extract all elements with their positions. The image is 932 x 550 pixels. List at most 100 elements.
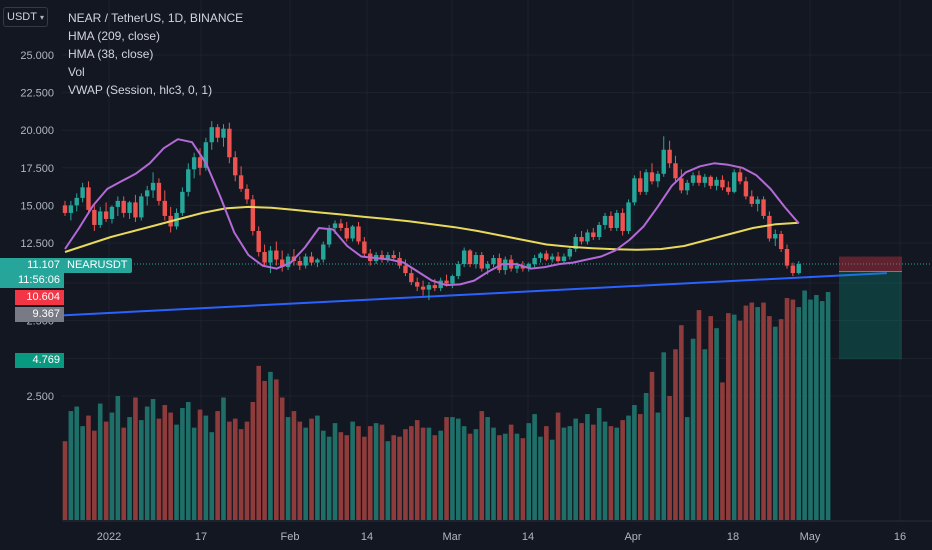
- volume-bar: [520, 438, 526, 520]
- candle-body: [573, 236, 578, 250]
- volume-bar: [174, 424, 179, 520]
- candle-body: [362, 241, 367, 254]
- volume-bar: [690, 338, 696, 520]
- volume-bar: [238, 429, 244, 520]
- volume-bar: [420, 427, 426, 520]
- candle-body: [262, 252, 267, 263]
- volume-bar: [385, 441, 391, 520]
- volume-bar: [778, 319, 784, 520]
- candle-body: [191, 157, 197, 170]
- volume-bar: [708, 316, 713, 520]
- candle-body: [555, 256, 561, 262]
- volume-bar: [168, 412, 173, 520]
- legend: NEAR / TetherUS, 1D, BINANCE HMA (209, c…: [68, 9, 243, 99]
- volume-bar: [68, 411, 74, 520]
- indicator-vwap[interactable]: VWAP (Session, hlc3, 0, 1): [68, 83, 213, 97]
- candle-body: [778, 233, 784, 250]
- volume-bar: [379, 424, 385, 520]
- currency-selector[interactable]: USDT ▾: [3, 7, 48, 27]
- volume-bar: [262, 380, 267, 520]
- volume-bar: [825, 292, 831, 520]
- volume-bar: [144, 406, 150, 520]
- indicator-hma-long[interactable]: HMA (209, close): [68, 29, 161, 43]
- chevron-down-icon: ▾: [39, 12, 44, 22]
- candle-body: [209, 127, 214, 143]
- candle-body: [690, 175, 696, 183]
- volume-bar: [755, 307, 760, 520]
- time-tick-label: May: [800, 531, 821, 543]
- volume-bar: [602, 421, 608, 520]
- candle-body: [203, 142, 209, 168]
- volume-bar: [127, 417, 132, 520]
- hma-short-path: [64, 138, 800, 287]
- hma-long-path: [64, 205, 799, 253]
- volume-bar: [555, 412, 561, 520]
- volume-bar: [772, 326, 778, 520]
- volume-bar: [332, 423, 338, 520]
- volume-bar: [92, 430, 97, 520]
- candle-body: [485, 264, 490, 269]
- time-tick-label: 14: [361, 531, 373, 543]
- volume-bar: [561, 427, 567, 520]
- volume-bar: [215, 411, 220, 520]
- candle-body: [497, 258, 502, 271]
- candle-body: [121, 200, 126, 213]
- candle-body: [561, 256, 567, 262]
- volume-bar: [455, 418, 461, 520]
- candle-body: [514, 265, 520, 269]
- volume-bar: [303, 427, 308, 520]
- volume-bar: [397, 436, 402, 520]
- volume-bar: [121, 427, 126, 520]
- volume-bar: [667, 396, 672, 520]
- candle-body: [156, 182, 162, 201]
- candle-body: [379, 255, 385, 260]
- volume-bar: [461, 426, 467, 520]
- volume-bar: [538, 436, 543, 520]
- candle-body: [632, 178, 637, 203]
- candle-body: [538, 253, 543, 259]
- volume-bar: [403, 429, 408, 520]
- volume-bar: [426, 427, 432, 520]
- volume-bar: [726, 313, 731, 520]
- volume-bar: [232, 418, 238, 520]
- volume-bar: [203, 415, 209, 520]
- candle-body: [638, 178, 643, 192]
- volume-bar: [819, 301, 825, 520]
- volume-bar: [714, 328, 719, 520]
- candle-body: [403, 265, 408, 274]
- candle-body: [737, 172, 743, 182]
- candle-body: [473, 255, 479, 265]
- current-price-tag: 11.107: [0, 258, 64, 273]
- volume-bar: [338, 432, 344, 520]
- candle-body: [608, 215, 614, 228]
- volume-bar: [133, 397, 138, 520]
- volume-bar: [209, 432, 215, 520]
- volume-bar: [150, 399, 156, 520]
- candle-body: [385, 255, 391, 260]
- candle-body: [279, 259, 285, 268]
- candle-body: [139, 196, 144, 218]
- indicator-hma-short[interactable]: HMA (38, close): [68, 47, 154, 61]
- volume-bar: [109, 412, 115, 520]
- volume-bar: [814, 295, 819, 520]
- volume-bar: [637, 414, 643, 520]
- volume-bars: [62, 290, 831, 520]
- candle-body: [338, 223, 344, 228]
- volume-bar: [414, 420, 420, 520]
- volume-bar: [632, 405, 637, 520]
- hma-short-line: [64, 138, 800, 287]
- candle-body: [720, 179, 725, 188]
- volume-bar: [320, 430, 326, 520]
- volume-bar: [743, 305, 749, 520]
- candle-body: [614, 212, 619, 228]
- candle-body: [344, 227, 349, 239]
- indicator-volume[interactable]: Vol: [68, 65, 85, 79]
- candle-body: [784, 249, 790, 266]
- price-tick-label: 25.000: [20, 50, 54, 62]
- volume-bar: [432, 435, 438, 520]
- volume-bar: [655, 412, 661, 520]
- candle-body: [109, 206, 115, 219]
- time-tick-label: 18: [727, 531, 739, 543]
- volume-bar: [767, 316, 772, 520]
- candle-body: [461, 250, 467, 265]
